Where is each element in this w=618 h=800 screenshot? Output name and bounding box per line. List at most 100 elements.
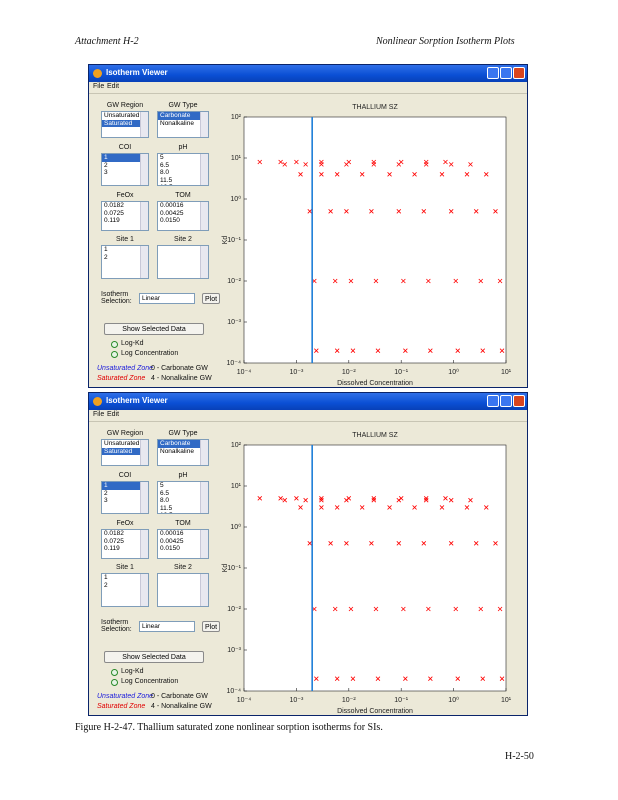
x-tick-label: 10⁻³: [289, 369, 303, 376]
list-label: GW Type: [168, 430, 198, 437]
list-box[interactable]: Carbonate Nonalkaline: [157, 439, 209, 466]
point: [350, 348, 356, 353]
list-label: GW Region: [106, 102, 144, 109]
list-box[interactable]: Unsaturated Saturated: [101, 111, 149, 138]
list-item[interactable]: Unsaturated: [104, 112, 140, 119]
list-box[interactable]: [157, 245, 209, 279]
list-item[interactable]: 2: [104, 581, 108, 589]
list-item[interactable]: 0.0725: [104, 537, 124, 545]
point: [423, 496, 429, 501]
list-box[interactable]: Unsaturated Saturated: [101, 439, 149, 466]
window-button[interactable]: [487, 67, 499, 79]
list-box[interactable]: 0.0182 0.0725 0.119: [101, 529, 149, 559]
list-item[interactable]: 0.00016: [160, 202, 184, 209]
window-button[interactable]: [500, 395, 512, 407]
point: [455, 348, 461, 353]
point: [375, 676, 381, 681]
list-item[interactable]: 3: [104, 169, 108, 176]
window-button[interactable]: [513, 67, 525, 79]
list-item[interactable]: 5: [160, 482, 164, 489]
list-label: FeOx: [116, 520, 134, 527]
list-item[interactable]: 11.5: [160, 504, 173, 512]
list-item[interactable]: Carbonate: [158, 440, 208, 448]
scrollbar: [200, 440, 208, 465]
y-tick-label: 10⁻³: [227, 319, 241, 326]
dropdown[interactable]: Linear: [139, 621, 195, 632]
list-item[interactable]: 0.00425: [160, 537, 184, 545]
list-item[interactable]: 2: [104, 253, 108, 261]
list-item[interactable]: Unsaturated: [104, 440, 140, 447]
list-item[interactable]: 2: [104, 161, 108, 169]
list-item[interactable]: Saturated: [102, 119, 148, 127]
list-item[interactable]: 0.0182: [104, 530, 124, 537]
list-item[interactable]: 8.0: [160, 497, 170, 504]
list-item[interactable]: Saturated: [102, 447, 148, 455]
x-tick-label: 10⁻¹: [394, 369, 408, 376]
menu-item[interactable]: Edit: [107, 83, 120, 90]
radio[interactable]: [111, 669, 118, 676]
list-item[interactable]: 12.5: [158, 184, 208, 185]
list-box[interactable]: 56.58.011.512.5: [157, 153, 209, 186]
list-item[interactable]: 0.00425: [160, 209, 184, 217]
y-tick-label: 10⁻²: [227, 278, 241, 285]
show-button[interactable]: Show Selected Data: [104, 323, 204, 335]
list-item[interactable]: 8.0: [160, 169, 170, 176]
plot-button[interactable]: Plot: [202, 621, 220, 632]
list-item[interactable]: 3: [104, 497, 108, 504]
dropdown-value: Linear: [142, 295, 161, 302]
radio[interactable]: [111, 679, 118, 686]
radio[interactable]: [111, 341, 118, 348]
radio[interactable]: [111, 351, 118, 358]
list-item[interactable]: 0.0150: [160, 545, 180, 552]
dropdown[interactable]: Linear: [139, 293, 195, 304]
list-item[interactable]: 1: [104, 246, 108, 253]
menu-item[interactable]: File: [93, 83, 105, 90]
list-item[interactable]: Nonalkaline: [160, 447, 194, 455]
list-item[interactable]: Nonalkaline: [160, 119, 194, 127]
list-item[interactable]: Carbonate: [158, 112, 208, 120]
plot-button[interactable]: Plot: [202, 293, 220, 304]
list-item[interactable]: 5: [160, 154, 164, 161]
list-item[interactable]: 0.119: [104, 217, 120, 224]
list-item[interactable]: 0.00016: [160, 530, 184, 537]
list-box[interactable]: 0.0182 0.0725 0.119: [101, 201, 149, 231]
point: [483, 505, 489, 510]
list-box[interactable]: 0.00016 0.00425 0.0150: [157, 529, 209, 559]
x-tick-label: 10⁻⁴: [237, 369, 252, 376]
x-axis-label: Dissolved Concentration: [337, 708, 413, 715]
menu-item[interactable]: Edit: [107, 411, 120, 418]
list-box[interactable]: 0.00016 0.00425 0.0150: [157, 201, 209, 231]
scrollbar: [200, 202, 208, 230]
point: [314, 348, 319, 353]
window-button[interactable]: [513, 395, 525, 407]
list-item[interactable]: 0.0150: [160, 217, 180, 224]
list-box[interactable]: [157, 573, 209, 607]
list-item[interactable]: 11.5: [160, 176, 173, 184]
list-item[interactable]: 6.5: [160, 161, 170, 169]
show-button[interactable]: Show Selected Data: [104, 651, 204, 663]
menu-item[interactable]: File: [93, 411, 105, 418]
list-item[interactable]: 1: [102, 154, 148, 162]
point: [257, 496, 263, 501]
point: [359, 172, 365, 177]
list-box[interactable]: Carbonate Nonalkaline: [157, 111, 209, 138]
window-button[interactable]: [500, 67, 512, 79]
list-item[interactable]: 1: [104, 574, 108, 581]
list-item[interactable]: 6.5: [160, 489, 170, 497]
list-label: pH: [178, 144, 188, 151]
list-item[interactable]: 12.5: [158, 512, 208, 513]
list-item[interactable]: 2: [104, 489, 108, 497]
window-button[interactable]: [487, 395, 499, 407]
list-item[interactable]: 1: [102, 482, 148, 490]
list-item[interactable]: 0.0182: [104, 202, 124, 209]
point: [453, 606, 459, 612]
list-item[interactable]: 0.119: [104, 545, 120, 552]
list-label: GW Type: [168, 102, 198, 109]
list-item[interactable]: 0.0725: [104, 209, 124, 217]
dropdown-label: Isotherm Selection:: [101, 619, 132, 633]
list-box[interactable]: 56.58.011.512.5: [157, 481, 209, 514]
